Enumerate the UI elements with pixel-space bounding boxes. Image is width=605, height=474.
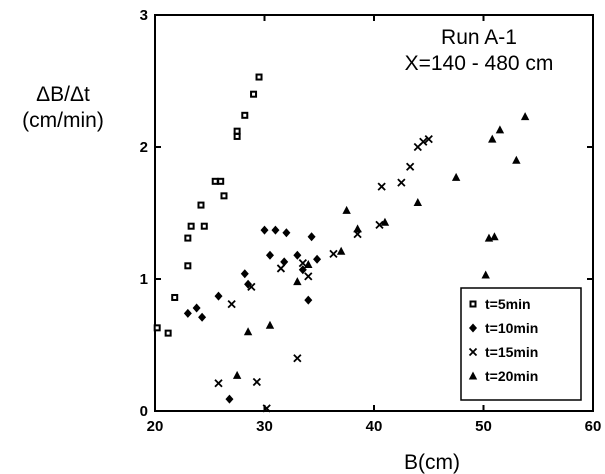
x-axis-title: B(cm) xyxy=(404,451,460,474)
legend-label: t=5min xyxy=(485,296,531,312)
data-point xyxy=(293,277,302,286)
data-point xyxy=(183,308,192,318)
axes: 20 30 40 50 60 0 1 2 3 xyxy=(140,7,602,435)
legend-label: t=10min xyxy=(485,320,538,336)
data-point xyxy=(262,404,271,413)
data-point xyxy=(233,132,241,140)
data-point xyxy=(353,224,362,233)
legend-marker xyxy=(468,347,478,357)
data-point xyxy=(419,137,428,146)
data-point xyxy=(280,257,289,267)
data-point xyxy=(380,217,390,226)
data-point xyxy=(397,178,406,187)
data-point xyxy=(495,125,505,134)
data-point xyxy=(243,327,253,336)
series-2 xyxy=(183,225,322,404)
data-point xyxy=(240,269,249,279)
data-point xyxy=(214,379,223,388)
data-point xyxy=(490,232,499,241)
data-point xyxy=(250,90,258,98)
data-point xyxy=(217,177,225,185)
data-point xyxy=(265,320,275,329)
y-tick-label: 1 xyxy=(140,271,148,288)
data-point xyxy=(247,282,256,292)
data-point xyxy=(233,127,241,135)
data-point xyxy=(342,205,351,214)
legend-marker xyxy=(468,371,478,380)
data-point xyxy=(293,354,302,363)
x-tick-label: 40 xyxy=(366,418,383,435)
data-point xyxy=(481,270,490,279)
series-1 xyxy=(153,73,263,337)
data-point xyxy=(171,293,179,301)
annotation-line-2: X=140 - 480 cm xyxy=(405,52,554,75)
data-point xyxy=(276,264,286,273)
data-point xyxy=(313,254,322,264)
data-point xyxy=(184,262,192,270)
data-point xyxy=(197,201,205,209)
data-point xyxy=(304,259,313,268)
y-tick-label: 0 xyxy=(140,403,148,420)
data-point xyxy=(282,228,291,238)
series-4 xyxy=(232,112,530,379)
legend-label: t=20min xyxy=(485,368,538,384)
data-point xyxy=(293,250,302,260)
data-point xyxy=(488,134,497,143)
data-point xyxy=(512,155,521,164)
data-point xyxy=(307,232,316,242)
x-tick-label: 20 xyxy=(147,418,164,435)
x-tick-label: 60 xyxy=(585,418,602,435)
data-point xyxy=(255,73,263,81)
data-point xyxy=(405,162,415,171)
legend-label: t=15min xyxy=(485,344,538,360)
data-point xyxy=(220,192,228,200)
y-tick-label: 3 xyxy=(140,7,148,24)
run-annotation: Run A-1 X=140 - 480 cm xyxy=(405,26,554,75)
data-point xyxy=(192,303,201,313)
data-point xyxy=(164,329,172,337)
y-tick-label: 2 xyxy=(140,139,148,156)
data-point xyxy=(265,250,274,260)
legend-marker xyxy=(469,300,477,308)
data-point xyxy=(153,324,161,332)
data-point xyxy=(200,222,208,230)
legend: t=5min t=10min t=15min t=20min xyxy=(460,287,582,401)
data-point xyxy=(241,111,249,119)
data-point xyxy=(260,225,269,235)
data-point xyxy=(304,272,313,281)
data-point xyxy=(187,222,195,230)
data-point xyxy=(198,312,207,322)
data-point xyxy=(413,197,422,206)
data-point xyxy=(184,234,192,242)
data-point xyxy=(520,112,530,121)
data-point xyxy=(214,291,223,301)
x-tick-label: 50 xyxy=(475,418,492,435)
data-point xyxy=(336,246,346,255)
data-point xyxy=(232,370,242,379)
data-point xyxy=(329,249,338,259)
data-point xyxy=(298,259,307,268)
legend-box xyxy=(460,287,582,401)
legend-marker xyxy=(469,323,477,333)
data-point xyxy=(211,177,219,185)
data-point xyxy=(252,377,261,387)
y-axis-title-line-1: ΔB/Δt xyxy=(36,83,90,106)
data-point xyxy=(375,220,384,230)
series-3 xyxy=(214,134,433,413)
data-point xyxy=(377,182,386,191)
annotation-line-1: Run A-1 xyxy=(441,26,517,49)
y-axis-title-line-2: (cm/min) xyxy=(22,109,104,132)
data-point xyxy=(227,299,236,309)
data-point xyxy=(424,134,433,144)
data-point xyxy=(451,172,461,181)
x-tick-label: 30 xyxy=(256,418,273,435)
data-point xyxy=(304,295,313,305)
data-point xyxy=(225,394,234,404)
axis-titles: ΔB/Δt (cm/min) B(cm) xyxy=(22,83,460,474)
data-points xyxy=(153,73,530,413)
data-point xyxy=(271,225,280,235)
